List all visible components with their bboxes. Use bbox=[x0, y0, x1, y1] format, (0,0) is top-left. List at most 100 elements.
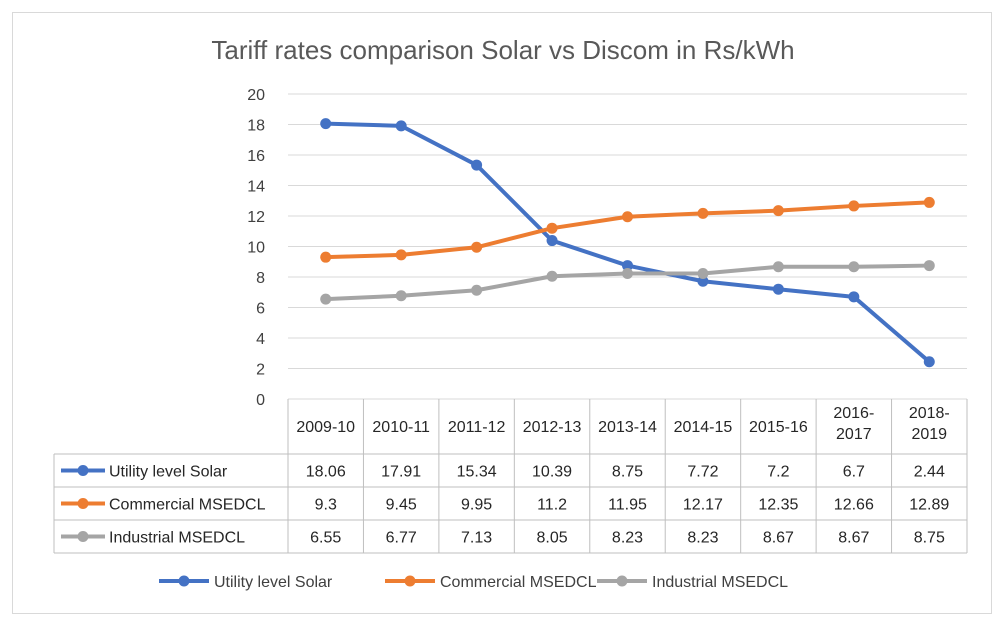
x-tick-label: 2018- 2019 bbox=[909, 405, 950, 443]
table-cell: 12.89 bbox=[909, 497, 949, 514]
data-point bbox=[772, 283, 784, 295]
legend-key-marker bbox=[178, 575, 190, 587]
data-point bbox=[546, 222, 558, 234]
legend-entry: Commercial MSEDCL bbox=[440, 574, 597, 591]
table-cell: 6.7 bbox=[843, 464, 865, 481]
y-tick-label: 16 bbox=[247, 148, 265, 165]
x-tick-label: 2016- 2017 bbox=[833, 405, 874, 443]
data-point bbox=[772, 261, 784, 273]
y-tick-label: 6 bbox=[256, 301, 265, 318]
x-tick-label: 2011-12 bbox=[448, 419, 506, 436]
data-point bbox=[923, 260, 935, 272]
table-cell: 15.34 bbox=[457, 464, 497, 481]
table-cell: 11.95 bbox=[608, 497, 647, 514]
data-point bbox=[923, 356, 935, 368]
x-tick-label: 2012-13 bbox=[523, 419, 582, 436]
data-point bbox=[848, 261, 860, 273]
x-tick-label-line: 2016- bbox=[833, 405, 874, 422]
series-line bbox=[323, 200, 932, 260]
table-cell: 9.3 bbox=[315, 497, 337, 514]
y-tick-label: 8 bbox=[256, 270, 265, 287]
legend-key-marker bbox=[616, 575, 628, 587]
table-cell: 7.72 bbox=[687, 464, 718, 481]
y-tick-label: 14 bbox=[247, 179, 265, 196]
y-tick-label: 4 bbox=[256, 331, 265, 348]
data-point bbox=[622, 260, 633, 272]
data-point bbox=[622, 267, 633, 279]
x-tick-label: 2015-16 bbox=[749, 419, 808, 436]
table-cell: 6.55 bbox=[310, 530, 341, 547]
data-point bbox=[697, 267, 709, 279]
table-cell: 8.23 bbox=[612, 530, 643, 547]
gridlines bbox=[288, 93, 967, 400]
data-point bbox=[546, 270, 558, 282]
x-tick-label-line: 2018- bbox=[909, 405, 950, 422]
x-tick-label-line: 2019 bbox=[911, 426, 947, 443]
table-cell: 9.95 bbox=[461, 497, 492, 514]
data-point bbox=[395, 120, 407, 132]
legend: Utility level Solar Commercial MSEDCL Indu… bbox=[159, 574, 788, 591]
legend-entry: Utility level Solar bbox=[214, 574, 333, 591]
y-tick-label: 10 bbox=[247, 240, 265, 257]
data-point bbox=[697, 275, 709, 287]
data-point bbox=[923, 196, 935, 208]
legend-key-marker bbox=[404, 575, 416, 587]
series-line bbox=[323, 121, 932, 364]
table-cell: 7.2 bbox=[767, 464, 789, 481]
y-axis-ticks: 0 2 4 6 8 10 12 14 16 18 20 bbox=[247, 87, 265, 409]
table-cell: 17.91 bbox=[381, 464, 421, 481]
table-legend-key-marker bbox=[77, 465, 89, 476]
table-cell: 11.2 bbox=[537, 497, 567, 514]
data-table: 2009-10 2010-11 2011-12 2012-13 2013-14 2014-… bbox=[53, 399, 968, 554]
y-tick-label: 2 bbox=[256, 362, 265, 379]
data-point bbox=[395, 290, 407, 302]
data-point bbox=[471, 284, 483, 296]
data-point bbox=[848, 291, 860, 303]
table-cell: 12.35 bbox=[758, 497, 798, 514]
x-tick-label: 2010-11 bbox=[372, 419, 430, 436]
data-point bbox=[772, 205, 784, 217]
data-point bbox=[320, 118, 332, 130]
table-cell: 2.44 bbox=[914, 464, 945, 481]
data-point bbox=[471, 159, 483, 171]
table-cell: 8.67 bbox=[838, 530, 869, 547]
data-point bbox=[471, 241, 483, 253]
y-tick-label: 0 bbox=[256, 392, 265, 409]
table-cell: 8.23 bbox=[687, 530, 718, 547]
table-cell: 10.39 bbox=[532, 464, 572, 481]
table-legend-key-marker bbox=[77, 498, 89, 509]
x-tick-label-line: 2017 bbox=[836, 426, 872, 443]
y-tick-label: 12 bbox=[247, 209, 265, 226]
table-cell: 9.45 bbox=[386, 497, 417, 514]
table-cell: 6.77 bbox=[386, 530, 417, 547]
x-tick-label: 2013-14 bbox=[598, 419, 657, 436]
data-point bbox=[546, 235, 558, 247]
data-point bbox=[320, 293, 332, 305]
y-tick-label: 18 bbox=[247, 118, 265, 135]
x-tick-label: 2009-10 bbox=[296, 419, 355, 436]
table-series-name: Utility level Solar bbox=[109, 464, 228, 481]
data-point bbox=[697, 207, 709, 219]
table-legend-key-marker bbox=[77, 531, 89, 542]
line-chart: Tariff rates comparison Solar vs Discom … bbox=[53, 35, 968, 591]
data-point bbox=[622, 211, 633, 223]
series-lines bbox=[320, 118, 935, 368]
table-series-name: Commercial MSEDCL bbox=[109, 497, 266, 514]
table-cell: 12.17 bbox=[683, 497, 723, 514]
table-series-name: Industrial MSEDCL bbox=[109, 530, 245, 547]
chart-frame: Tariff rates comparison Solar vs Discom … bbox=[12, 12, 992, 614]
data-point bbox=[848, 200, 860, 212]
table-cell: 12.66 bbox=[834, 497, 874, 514]
legend-entry: Industrial MSEDCL bbox=[652, 574, 788, 591]
x-tick-label: 2014-15 bbox=[674, 419, 733, 436]
y-tick-label: 20 bbox=[247, 87, 265, 104]
table-cell: 8.75 bbox=[612, 464, 643, 481]
table-cell: 8.67 bbox=[763, 530, 794, 547]
table-cell: 8.05 bbox=[536, 530, 567, 547]
data-point bbox=[395, 249, 407, 261]
table-cell: 8.75 bbox=[914, 530, 945, 547]
chart-title: Tariff rates comparison Solar vs Discom … bbox=[211, 35, 794, 65]
table-cell: 18.06 bbox=[306, 464, 346, 481]
table-cell: 7.13 bbox=[461, 530, 492, 547]
data-point bbox=[320, 251, 332, 263]
